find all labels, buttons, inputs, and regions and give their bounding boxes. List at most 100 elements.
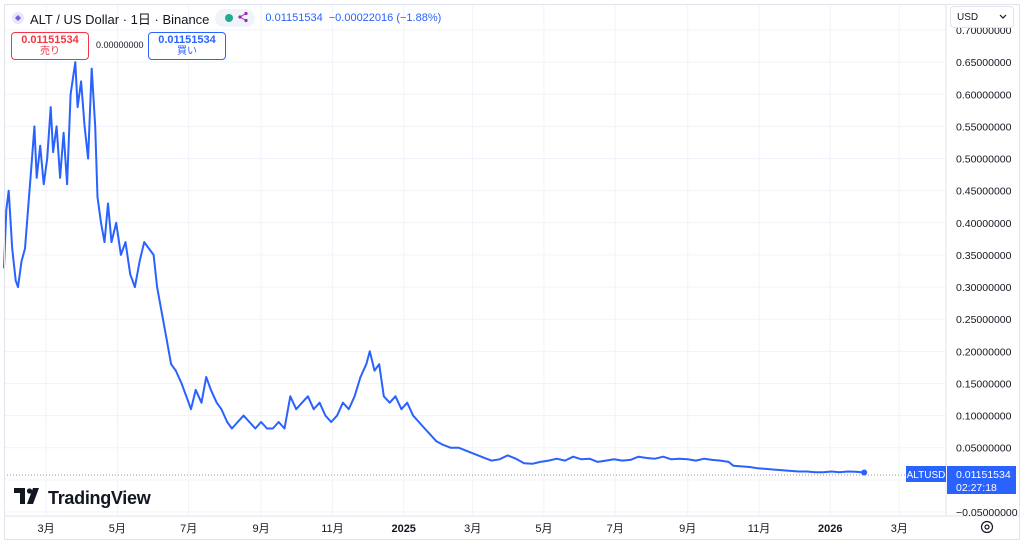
price-point xyxy=(80,80,82,83)
x-tick-label: 2025 xyxy=(391,523,415,535)
price-point xyxy=(457,446,460,449)
price-point xyxy=(556,457,558,460)
status-indicator[interactable] xyxy=(215,9,256,27)
price-point xyxy=(757,467,759,470)
price-point xyxy=(31,157,33,160)
price-point xyxy=(482,456,484,459)
gear-icon xyxy=(980,520,994,539)
symbol-title[interactable]: ALT / US Dollar · 1日 · Binance xyxy=(30,11,210,27)
x-tick-label: 7月 xyxy=(607,523,624,535)
price-point xyxy=(547,459,550,462)
price-point xyxy=(814,471,816,473)
price-point xyxy=(236,421,239,423)
price-point xyxy=(160,311,163,314)
y-tick-label: 0.65000000 xyxy=(956,57,1012,69)
price-point xyxy=(605,459,607,462)
price-point xyxy=(441,443,444,446)
price-point xyxy=(423,427,426,430)
buy-button[interactable]: 0.01151534 買い xyxy=(148,32,226,60)
price-point xyxy=(20,260,23,263)
y-axis: 0.70000000 0.65000000 0.60000000 0.55000000… xyxy=(956,25,1018,519)
alt-logo-icon xyxy=(12,12,24,24)
price-point xyxy=(46,157,49,160)
price-point xyxy=(76,106,79,108)
title-bar: ALT / US Dollar · 1日 · Binance 0.0115153… xyxy=(12,8,441,28)
price-point xyxy=(629,459,632,461)
price-point xyxy=(406,401,409,404)
price-point xyxy=(205,376,207,378)
price-point xyxy=(719,459,722,462)
settings-button[interactable] xyxy=(979,520,995,539)
price-point xyxy=(69,93,72,96)
price-point xyxy=(260,421,262,423)
price-point xyxy=(148,247,150,250)
price-point xyxy=(185,395,188,398)
sell-label: 売り xyxy=(40,46,60,57)
x-tick-label: 9月 xyxy=(253,523,270,535)
price-point xyxy=(572,455,574,458)
price-point xyxy=(170,363,172,365)
price-point xyxy=(231,427,233,430)
price-point xyxy=(52,151,54,153)
ohlc-values: 0.01151534 −0.00022016 (−1.88%) xyxy=(265,12,441,24)
price-point xyxy=(295,408,297,410)
price-point xyxy=(580,458,583,461)
ohlc-change: −0.00022016 (−1.88%) xyxy=(328,12,442,24)
price-point xyxy=(165,337,168,340)
y-tick-label: 0.40000000 xyxy=(956,218,1012,230)
x-tick-label: 3月 xyxy=(464,523,481,535)
price-point xyxy=(24,247,26,250)
price-point xyxy=(100,222,102,224)
price-point xyxy=(14,279,17,282)
price-point xyxy=(180,382,183,385)
price-point xyxy=(740,465,743,468)
price-point xyxy=(3,266,5,269)
price-point xyxy=(107,202,109,205)
price-point xyxy=(115,222,117,224)
price-point xyxy=(515,457,517,460)
sell-price: 0.01151534 xyxy=(21,34,79,46)
price-point xyxy=(220,408,223,410)
price-point xyxy=(90,67,93,70)
price-point xyxy=(466,450,468,452)
price-tag-bg xyxy=(947,466,1016,494)
price-point xyxy=(33,125,36,128)
price-point xyxy=(388,401,391,404)
currency-select[interactable]: USD xyxy=(950,6,1014,28)
price-point xyxy=(272,427,274,430)
y-tick-label: 0.60000000 xyxy=(956,89,1012,101)
x-tick-label: 2026 xyxy=(818,523,842,535)
price-tag-symbol-bg xyxy=(906,466,946,482)
price-point xyxy=(318,401,321,404)
sell-button[interactable]: 0.01151534 売り xyxy=(11,32,89,60)
price-point xyxy=(62,132,65,134)
price-point xyxy=(5,209,8,211)
price-point xyxy=(129,273,132,276)
x-tick-label: 5月 xyxy=(535,523,552,535)
price-point xyxy=(49,106,52,108)
tradingview-logo[interactable]: TradingView xyxy=(14,488,151,509)
price-point xyxy=(307,395,309,398)
y-tick-label: 0.50000000 xyxy=(956,154,1012,166)
price-point xyxy=(695,459,697,462)
price-point xyxy=(498,458,501,461)
price-point xyxy=(266,427,268,430)
tradingview-logo-text: TradingView xyxy=(48,488,151,508)
price-point xyxy=(120,254,122,256)
price-point xyxy=(435,440,438,443)
price-point xyxy=(39,144,42,147)
buy-label: 買い xyxy=(177,46,197,57)
price-point xyxy=(143,241,146,243)
price-point xyxy=(449,446,452,449)
price-point xyxy=(242,414,245,417)
price-point xyxy=(797,470,800,473)
price-point xyxy=(152,254,155,256)
buy-price: 0.01151534 xyxy=(158,34,216,46)
market-status-dot xyxy=(225,14,234,22)
price-point xyxy=(289,395,292,398)
price-point xyxy=(42,183,45,186)
price-point xyxy=(190,408,192,410)
price-point xyxy=(83,125,86,128)
price-point xyxy=(621,459,624,462)
